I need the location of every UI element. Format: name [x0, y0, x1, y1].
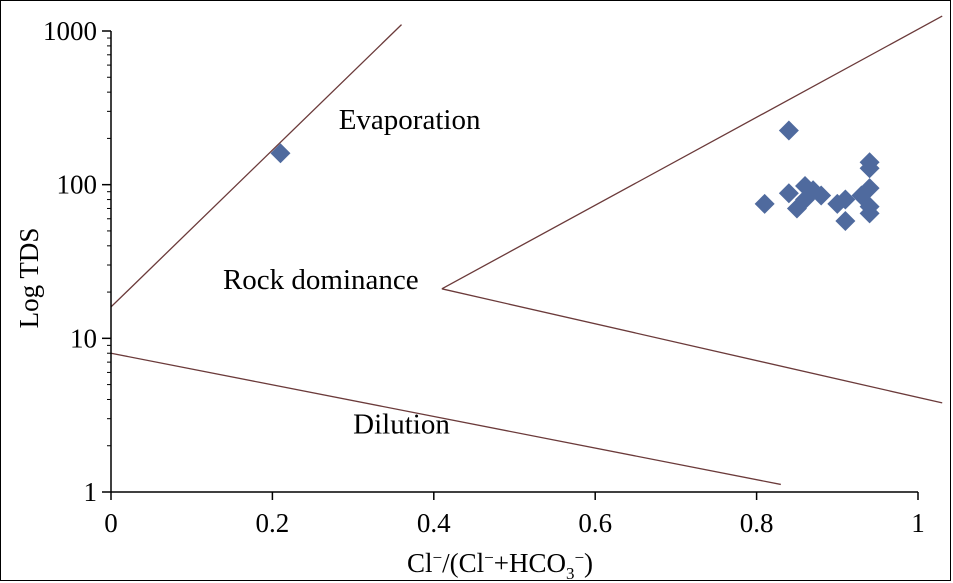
annotations: Evaporation Rock dominance Dilution: [223, 104, 481, 440]
x-tick-label: 0.8: [740, 508, 774, 538]
data-point: [835, 211, 856, 232]
annotation-label: Rock dominance: [223, 264, 419, 296]
y-tick-label: 1000: [43, 16, 97, 46]
y-axis-label: Log TDS: [14, 228, 44, 329]
y-tick-label: 100: [57, 170, 98, 200]
data-points: [270, 120, 880, 232]
data-point: [270, 143, 291, 164]
data-point: [811, 185, 832, 206]
data-point: [859, 203, 880, 224]
boundary-lines: [111, 15, 943, 486]
x-tick-label: 1: [911, 508, 925, 538]
boundary-line-middle-upper: [441, 15, 943, 290]
boundary-line-middle-lower: [441, 288, 943, 404]
x-tick-label: 0.2: [256, 508, 290, 538]
x-tick-label: 0.4: [417, 508, 451, 538]
data-point: [754, 193, 775, 214]
axes: 1 10 100 1000 0 0.2 0.4 0.6 0.8 1: [43, 16, 925, 538]
annotation-label: Dilution: [353, 409, 450, 441]
boundary-line-upper: [111, 24, 402, 308]
x-axis-label: Cl−/(Cl−+HCO3−): [407, 548, 593, 583]
data-point: [778, 183, 799, 204]
annotation-label: Evaporation: [339, 104, 481, 136]
y-tick-label: 1: [84, 477, 98, 507]
data-point: [778, 120, 799, 141]
boundary-line-lower: [111, 352, 781, 486]
y-tick-label: 10: [70, 323, 97, 353]
data-point: [859, 178, 880, 199]
data-point: [835, 189, 856, 210]
data-point: [859, 158, 880, 179]
x-tick-label: 0.6: [578, 508, 612, 538]
x-tick-label: 0: [104, 508, 118, 538]
